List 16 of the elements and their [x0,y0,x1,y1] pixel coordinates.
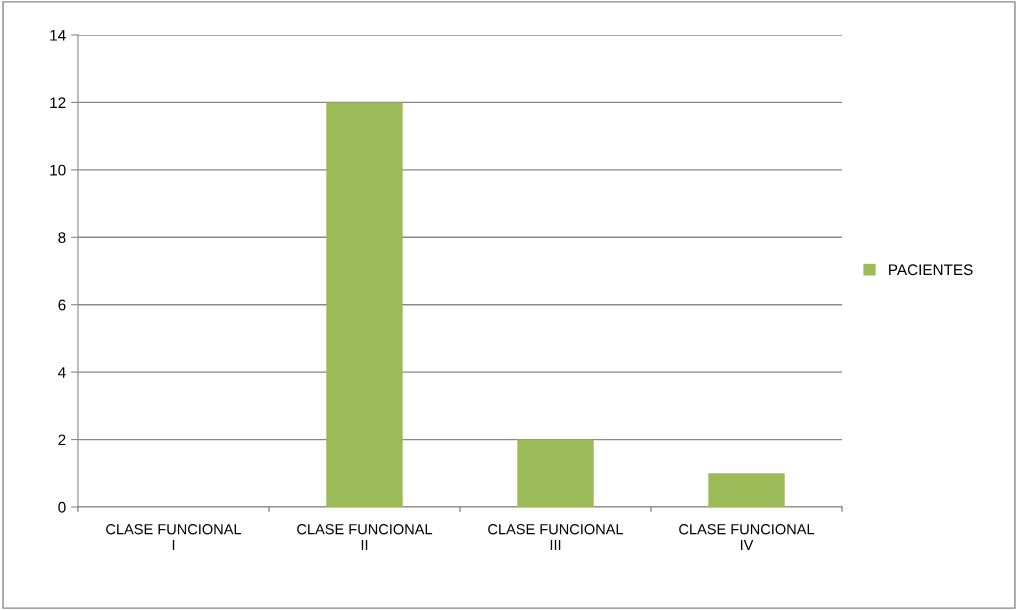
y-tick-label: 4 [58,367,66,378]
y-tick-label: 8 [58,232,66,243]
x-tick-label: CLASE FUNCIONAL II [297,524,433,550]
y-tick-label: 14 [50,30,66,41]
x-tick-label: CLASE FUNCIONAL IV [679,524,815,550]
x-tick-label: CLASE FUNCIONAL III [488,524,624,550]
x-tick-label: CLASE FUNCIONAL I [106,524,242,550]
y-tick-label: 2 [58,434,66,446]
y-tick-label: 6 [58,299,66,311]
y-tick-label: 10 [50,164,66,176]
bar [708,473,785,507]
bar [517,439,594,507]
y-tick-label: 0 [58,501,66,513]
bar [326,102,403,507]
legend-label: PACIENTES [889,264,973,276]
y-tick-label: 12 [50,97,66,108]
